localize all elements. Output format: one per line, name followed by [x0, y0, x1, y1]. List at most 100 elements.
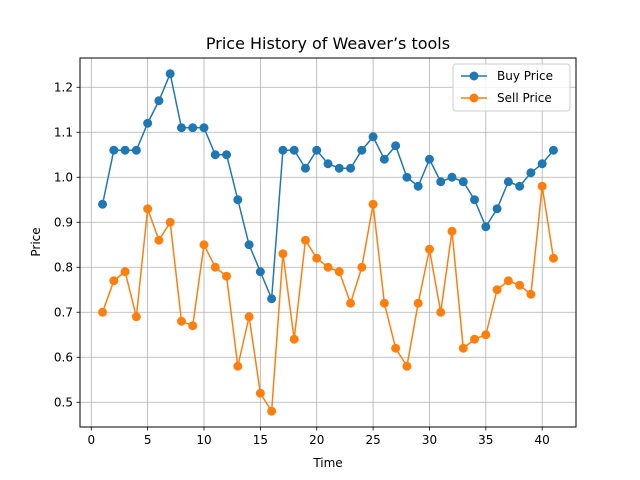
data-point-buy-price	[391, 141, 401, 151]
data-point-sell-price	[289, 334, 299, 344]
data-point-buy-price	[176, 123, 186, 133]
x-tick-label: 5	[144, 433, 152, 447]
data-point-buy-price	[323, 159, 333, 169]
data-point-buy-price	[131, 145, 141, 155]
x-tick-label: 40	[535, 433, 550, 447]
x-tick-label: 30	[422, 433, 437, 447]
data-point-sell-price	[154, 235, 164, 245]
legend-label-sell-price: Sell Price	[497, 91, 552, 105]
data-point-sell-price	[199, 240, 209, 250]
data-point-sell-price	[548, 253, 558, 263]
data-point-buy-price	[436, 177, 446, 187]
data-point-buy-price	[346, 163, 356, 173]
data-point-sell-price	[109, 276, 119, 286]
data-point-buy-price	[278, 145, 288, 155]
data-point-buy-price	[255, 267, 265, 277]
data-point-buy-price	[244, 240, 254, 250]
y-tick-label: 1.1	[54, 125, 73, 139]
y-tick-label: 0.8	[54, 260, 73, 274]
data-point-buy-price	[165, 69, 175, 79]
data-point-sell-price	[188, 321, 198, 331]
y-axis-ticks: 0.5 0.6 0.7 0.8 0.9 1.0 1.1 1.2	[54, 80, 80, 409]
data-point-buy-price	[379, 154, 389, 164]
data-point-buy-price	[233, 195, 243, 205]
data-point-sell-price	[492, 285, 502, 295]
data-point-buy-price	[357, 145, 367, 155]
y-tick-label: 0.6	[54, 350, 73, 364]
data-point-sell-price	[402, 361, 412, 371]
data-point-buy-price	[154, 96, 164, 106]
data-point-sell-price	[357, 262, 367, 272]
data-point-buy-price	[289, 145, 299, 155]
data-point-sell-price	[165, 217, 175, 227]
data-point-buy-price	[222, 150, 232, 160]
data-point-buy-price	[300, 163, 310, 173]
data-point-buy-price	[515, 181, 525, 191]
x-tick-label: 25	[365, 433, 380, 447]
data-point-sell-price	[323, 262, 333, 272]
data-point-sell-price	[98, 307, 108, 317]
legend: Buy Price Sell Price	[452, 63, 571, 112]
data-point-sell-price	[346, 298, 356, 308]
x-tick-label: 35	[478, 433, 493, 447]
data-point-sell-price	[413, 298, 423, 308]
legend-marker-buy-price	[469, 71, 479, 81]
data-point-sell-price	[312, 253, 322, 263]
series-layer	[98, 69, 558, 416]
data-point-buy-price	[143, 118, 153, 128]
y-tick-label: 1.0	[54, 170, 73, 184]
data-point-sell-price	[515, 280, 525, 290]
data-point-buy-price	[458, 177, 468, 187]
data-point-sell-price	[131, 312, 141, 322]
data-point-sell-price	[244, 312, 254, 322]
x-tick-label: 15	[253, 433, 268, 447]
data-point-buy-price	[334, 163, 344, 173]
grid-lines	[80, 58, 576, 427]
data-point-buy-price	[537, 159, 547, 169]
data-point-buy-price	[109, 145, 119, 155]
data-point-sell-price	[300, 235, 310, 245]
x-tick-label: 20	[309, 433, 324, 447]
data-point-sell-price	[424, 244, 434, 254]
y-tick-label: 1.2	[54, 80, 73, 94]
x-tick-label: 10	[196, 433, 211, 447]
data-point-sell-price	[210, 262, 220, 272]
data-point-buy-price	[470, 195, 480, 205]
data-point-sell-price	[233, 361, 243, 371]
data-point-buy-price	[199, 123, 209, 133]
data-point-sell-price	[255, 388, 265, 398]
x-axis-ticks: 0 5 10 15 20 25 30 35 40	[87, 427, 550, 447]
data-point-buy-price	[503, 177, 513, 187]
data-point-buy-price	[424, 154, 434, 164]
x-axis-label: Time	[312, 456, 342, 470]
data-point-buy-price	[447, 172, 457, 182]
legend-marker-sell-price	[469, 93, 479, 103]
data-point-sell-price	[436, 307, 446, 317]
data-point-sell-price	[503, 276, 513, 286]
data-point-buy-price	[526, 168, 536, 178]
data-point-sell-price	[222, 271, 232, 281]
data-point-sell-price	[537, 181, 547, 191]
data-point-sell-price	[267, 406, 277, 416]
x-tick-label: 0	[87, 433, 95, 447]
data-point-sell-price	[120, 267, 130, 277]
plot-area-frame	[79, 57, 577, 428]
data-point-sell-price	[470, 334, 480, 344]
data-point-buy-price	[210, 150, 220, 160]
data-point-sell-price	[526, 289, 536, 299]
data-point-buy-price	[492, 204, 502, 214]
data-point-buy-price	[267, 294, 277, 304]
data-point-buy-price	[481, 222, 491, 232]
data-point-buy-price	[120, 145, 130, 155]
data-point-sell-price	[481, 330, 491, 340]
data-point-sell-price	[334, 267, 344, 277]
y-tick-label: 0.7	[54, 305, 73, 319]
data-point-buy-price	[98, 199, 108, 209]
data-point-buy-price	[312, 145, 322, 155]
y-axis-label: Price	[29, 227, 43, 256]
data-point-sell-price	[278, 249, 288, 259]
data-point-buy-price	[368, 132, 378, 142]
data-point-sell-price	[368, 199, 378, 209]
data-point-sell-price	[447, 226, 457, 236]
